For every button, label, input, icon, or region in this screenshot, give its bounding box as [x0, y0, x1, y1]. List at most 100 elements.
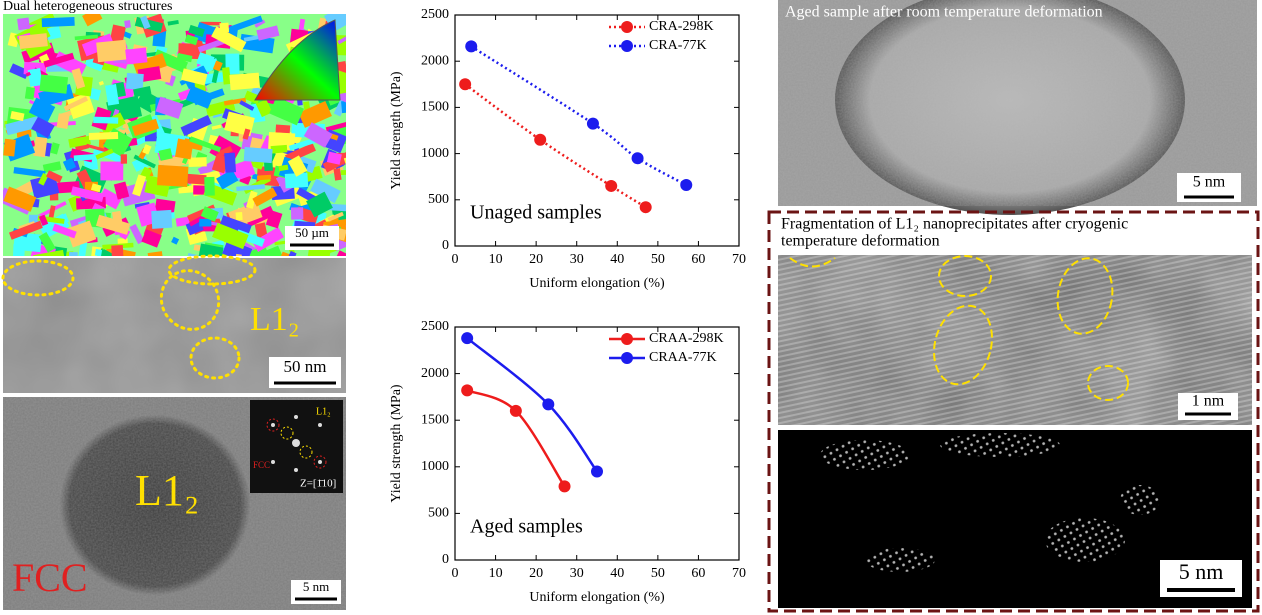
- x-tick-label: 70: [732, 566, 746, 581]
- grain: [141, 229, 162, 248]
- phase-label: FCC: [12, 555, 88, 600]
- scale-label: 50 µm: [295, 225, 329, 240]
- grain: [235, 211, 243, 221]
- grain: [228, 15, 263, 33]
- legend-marker: [621, 40, 633, 52]
- grain: [113, 181, 130, 200]
- grain: [198, 243, 224, 256]
- grain: [306, 191, 333, 218]
- panel-title: Dual heterogeneous structures: [3, 0, 173, 14]
- x-tick-label: 70: [732, 252, 746, 267]
- data-point: [605, 179, 618, 192]
- data-point: [586, 117, 599, 130]
- grain: [171, 236, 180, 245]
- grain: [98, 80, 104, 86]
- x-tick-label: 10: [489, 252, 503, 267]
- grain: [211, 68, 220, 84]
- y-tick-label: 2000: [421, 366, 449, 381]
- grain: [264, 162, 273, 172]
- grain: [46, 26, 62, 40]
- grain: [188, 215, 205, 227]
- grain: [111, 245, 124, 256]
- grain: [158, 148, 173, 161]
- grain: [333, 250, 346, 256]
- grain: [256, 174, 272, 181]
- grain: [243, 147, 273, 164]
- grain: [38, 214, 49, 227]
- grain: [251, 173, 259, 180]
- grain: [13, 166, 46, 178]
- grain: [295, 131, 305, 138]
- grain: [38, 172, 49, 186]
- grain: [188, 157, 207, 168]
- grain: [303, 122, 333, 148]
- grain: [17, 17, 31, 31]
- grain: [74, 34, 99, 41]
- grain: [243, 90, 261, 105]
- grain: [100, 161, 124, 181]
- grain: [10, 111, 25, 122]
- scale-label: 5 nm: [303, 579, 329, 594]
- x-tick-label: 0: [452, 252, 459, 267]
- y-tick-label: 500: [428, 192, 449, 207]
- grain: [155, 96, 184, 119]
- grain: [189, 136, 222, 153]
- grain: [196, 52, 215, 69]
- dashed-frame: [767, 210, 1260, 613]
- grain: [193, 88, 225, 106]
- y-tick-label: 1500: [421, 412, 449, 427]
- grain: [125, 47, 148, 65]
- grain: [256, 25, 280, 41]
- grain: [284, 172, 309, 189]
- grain: [70, 186, 105, 202]
- grain: [237, 245, 269, 256]
- y-tick-label: 0: [442, 552, 449, 567]
- grain: [3, 138, 16, 157]
- grain: [39, 74, 69, 94]
- grain: [156, 164, 189, 187]
- grain: [211, 124, 222, 130]
- grain: [88, 131, 119, 141]
- scale-label: 5 nm: [1179, 559, 1224, 584]
- grain: [120, 154, 128, 164]
- grain: [8, 220, 43, 240]
- grain: [131, 118, 160, 137]
- grain: [184, 34, 199, 46]
- grain: [102, 246, 136, 256]
- grain: [90, 183, 102, 193]
- grain: [236, 184, 266, 192]
- grain: [63, 96, 89, 112]
- grain: [52, 223, 77, 239]
- x-tick-label: 20: [529, 566, 543, 581]
- annotation: Unaged samples: [470, 202, 602, 224]
- rt-texture: [778, 0, 1257, 206]
- saed-label: FCC: [253, 460, 270, 470]
- grain: [95, 214, 131, 235]
- grain: [298, 100, 332, 128]
- data-point: [631, 152, 644, 165]
- grain: [275, 124, 291, 134]
- grain: [33, 136, 48, 158]
- grain: [284, 142, 316, 164]
- legend-label: CRA-298K: [649, 19, 714, 34]
- y-tick-label: 2500: [421, 319, 449, 334]
- grain: [5, 116, 41, 136]
- ipf-legend: [254, 19, 341, 101]
- x-tick-label: 0: [452, 566, 459, 581]
- x-tick-label: 60: [691, 566, 705, 581]
- panel-caption: Aged sample after room temperature defor…: [785, 4, 1103, 21]
- grain: [86, 143, 110, 153]
- legend-marker: [621, 21, 633, 33]
- grain: [33, 249, 66, 256]
- plot-frame: [454, 14, 740, 247]
- grain: [98, 188, 123, 210]
- grain: [217, 145, 233, 157]
- precipitate-marks: [789, 255, 1129, 401]
- series-line: [464, 83, 647, 209]
- y-axis-label: Yield strength (MPa): [389, 384, 404, 503]
- phase-label: L1₂: [135, 466, 199, 515]
- scale-label: 50 nm: [284, 357, 327, 376]
- data-point: [509, 404, 522, 417]
- grain: [255, 99, 273, 118]
